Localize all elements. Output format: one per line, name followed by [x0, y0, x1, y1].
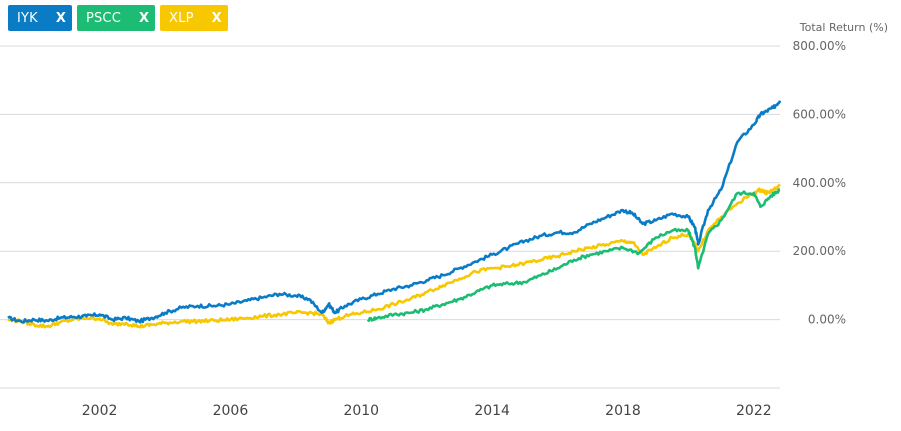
x-tick-label: 2006 — [213, 403, 249, 419]
y-tick-label: 200.00% — [793, 244, 846, 258]
close-icon[interactable]: X — [211, 10, 222, 26]
x-tick-label: 2014 — [474, 403, 510, 419]
y-tick-label: 800.00% — [793, 39, 846, 53]
legend-chip-label: XLP — [169, 10, 194, 26]
y-tick-label: 400.00% — [793, 176, 846, 190]
y-axis-title: Total Return (%) — [799, 21, 888, 34]
x-tick-label: 2018 — [605, 403, 641, 419]
close-icon[interactable]: X — [138, 10, 150, 26]
x-tick-label: 2022 — [736, 403, 772, 419]
x-tick-label: 2010 — [343, 403, 379, 419]
legend-chip-iyk[interactable]: IYK X — [8, 5, 72, 31]
legend-chip-pscc[interactable]: PSCC X — [76, 5, 156, 31]
legend-chip-label: PSCC — [85, 10, 121, 26]
y-tick-label: 600.00% — [793, 107, 846, 121]
close-icon[interactable]: X — [55, 10, 66, 26]
legend-chips: IYK X PSCC X XLP X — [8, 5, 228, 31]
series-line-pscc — [366, 188, 781, 323]
series-line-iyk — [7, 100, 782, 324]
x-tick-label: 2002 — [82, 403, 118, 419]
legend-chip-xlp[interactable]: XLP X — [160, 5, 228, 31]
y-tick-label: 0.00% — [808, 313, 846, 327]
legend-chip-label: IYK — [17, 10, 38, 26]
series-line-xlp — [7, 184, 781, 329]
